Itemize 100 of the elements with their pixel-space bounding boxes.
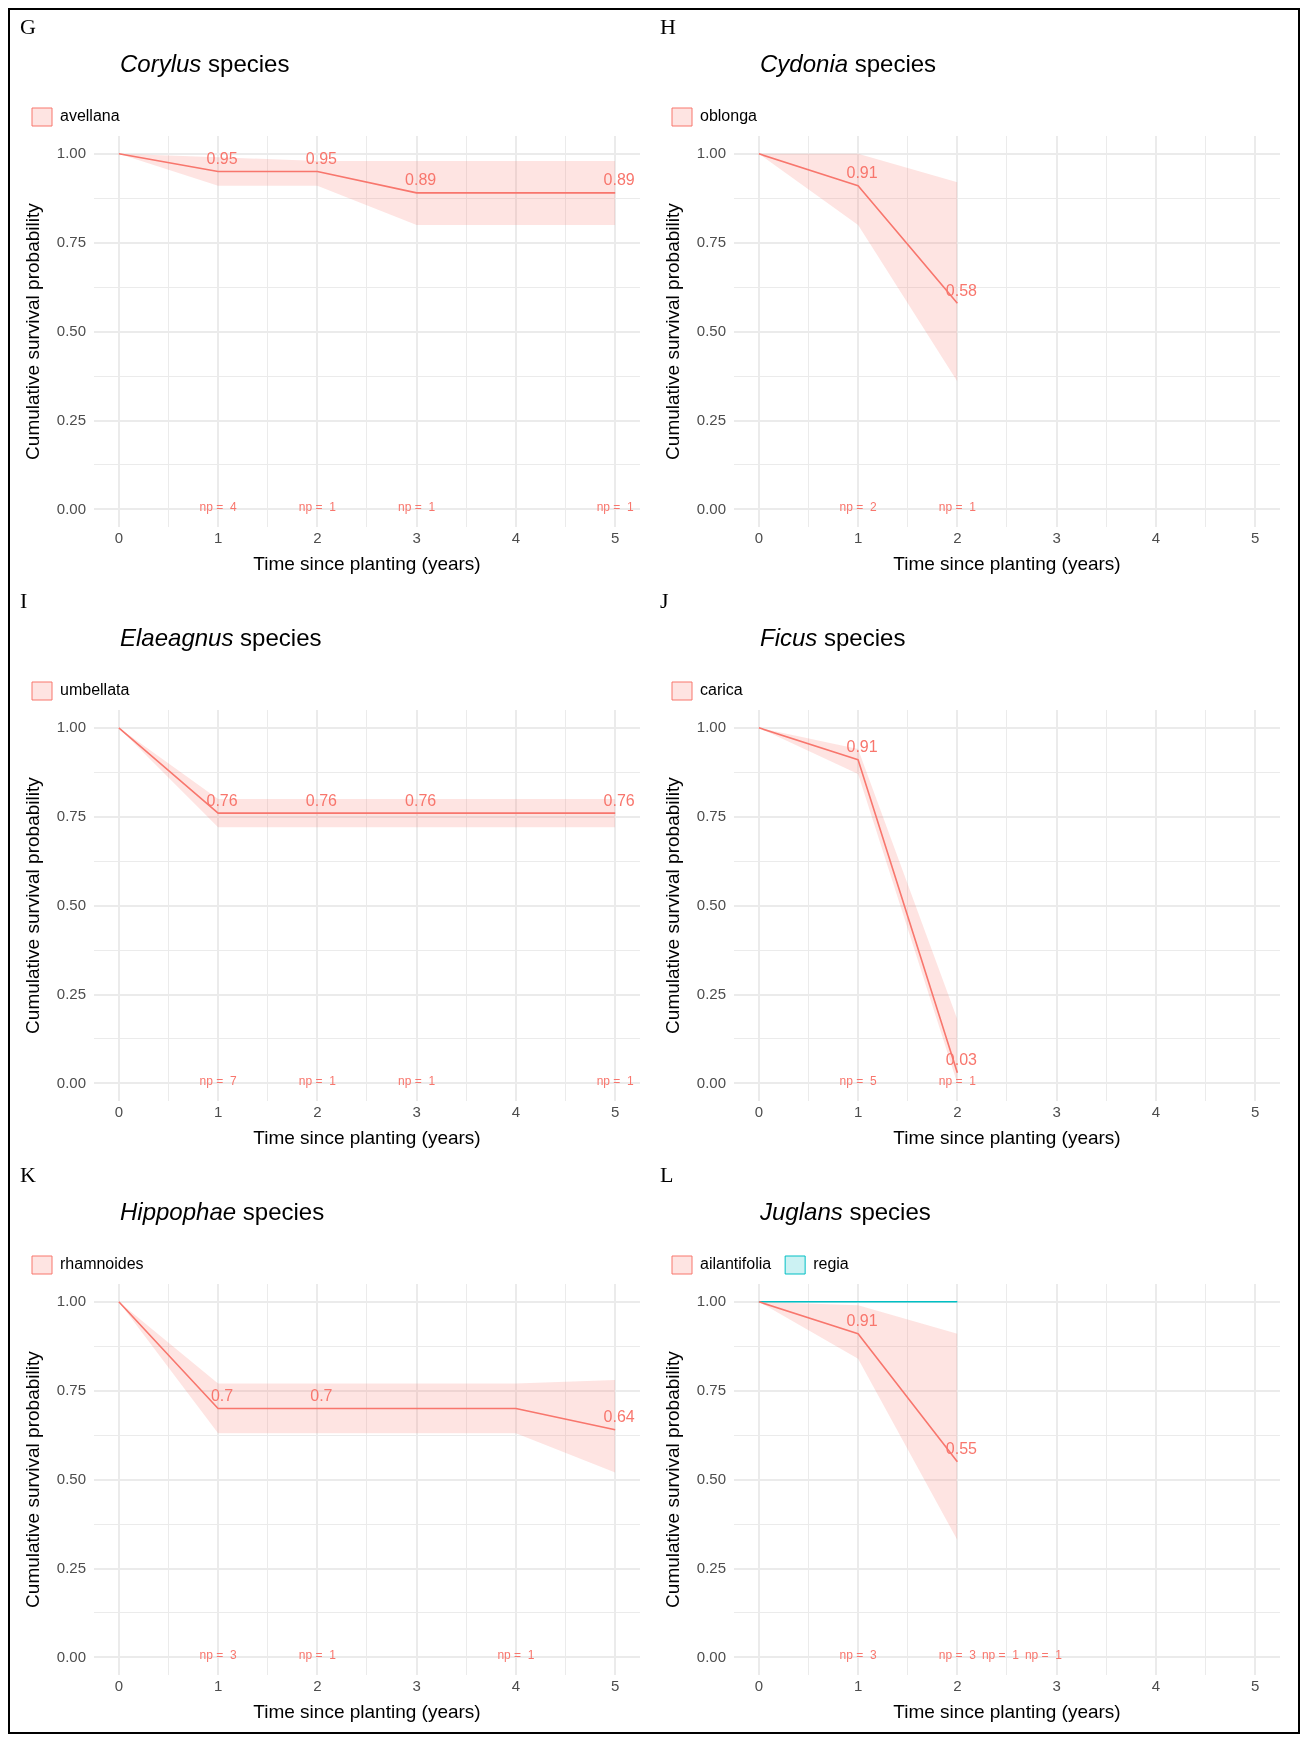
x-tick-label: 0 xyxy=(114,529,123,547)
y-tick-label: 0.50 xyxy=(56,1469,86,1487)
y-tick-label: 0.25 xyxy=(696,1558,726,1576)
annotation: np = 1 xyxy=(981,1647,1020,1662)
y-tick-label: 1.00 xyxy=(56,143,86,161)
data-label: 0.58 xyxy=(945,281,978,299)
x-tick-label: 4 xyxy=(1151,1103,1161,1121)
x-axis-title: Time since planting (years) xyxy=(253,1700,481,1722)
data-label: 0.7 xyxy=(210,1386,234,1404)
annotation: np = 1 xyxy=(938,499,977,514)
y-tick-label: 0.25 xyxy=(56,1558,86,1576)
annotation: np = 7 xyxy=(199,1073,237,1088)
data-label: 0.91 xyxy=(846,738,878,756)
x-tick-label: 0 xyxy=(754,1103,763,1121)
y-tick-label: 1.00 xyxy=(56,1291,86,1309)
y-axis-title: Cumulative survival probability xyxy=(21,776,43,1034)
x-tick-label: 4 xyxy=(1151,529,1161,547)
annotation: np = 1 xyxy=(497,1647,535,1662)
data-label: 0.91 xyxy=(846,164,878,182)
x-tick-label: 3 xyxy=(412,529,421,547)
data-label: 0.89 xyxy=(405,171,437,189)
y-tick-label: 0.00 xyxy=(56,1073,86,1091)
x-tick-label: 4 xyxy=(511,1103,521,1121)
y-tick-label: 0.50 xyxy=(696,1469,726,1487)
legend-label: ailantifolia xyxy=(700,1255,772,1273)
text: H xyxy=(660,14,676,40)
y-tick-label: 1.00 xyxy=(696,1291,726,1309)
legend-label: carica xyxy=(700,681,743,699)
data-label: 0.76 xyxy=(305,791,338,809)
annotation: np = 1 xyxy=(938,1073,977,1088)
annotation: np = 1 xyxy=(596,499,635,514)
chart-title: Elaeagnus species xyxy=(120,624,322,652)
y-axis-title: Cumulative survival probability xyxy=(21,1350,43,1608)
x-tick-label: 3 xyxy=(412,1677,421,1695)
annotation: np = 1 xyxy=(398,499,436,514)
legend-label: umbellata xyxy=(60,681,130,699)
x-tick-label: 0 xyxy=(754,529,763,547)
data-label: 0.89 xyxy=(603,171,635,189)
x-tick-label: 3 xyxy=(1052,1677,1061,1695)
x-tick-label: 2 xyxy=(953,1677,962,1695)
x-tick-label: 3 xyxy=(412,1103,421,1121)
y-tick-label: 0.00 xyxy=(696,499,726,517)
data-label: 0.95 xyxy=(305,149,338,167)
x-axis-title: Time since planting (years) xyxy=(253,1126,481,1148)
text: L xyxy=(660,1162,674,1188)
y-tick-label: 0.50 xyxy=(56,895,86,913)
x-tick-label: 1 xyxy=(213,1103,223,1121)
chart-title: Hippophae species xyxy=(120,1198,325,1226)
y-tick-label: 0.50 xyxy=(696,895,726,913)
x-axis-title: Time since planting (years) xyxy=(893,552,1121,574)
legend-label: rhamnoides xyxy=(60,1255,144,1273)
data-label: 0.76 xyxy=(405,791,437,809)
chart-title: Corylus species xyxy=(120,50,290,78)
x-tick-label: 5 xyxy=(611,529,620,547)
x-tick-label: 2 xyxy=(313,1103,322,1121)
annotation: np = 3 xyxy=(938,1647,977,1662)
x-tick-label: 0 xyxy=(114,1677,123,1695)
x-axis-title: Time since planting (years) xyxy=(893,1126,1121,1148)
annotation: np = 1 xyxy=(596,1073,635,1088)
x-tick-label: 2 xyxy=(953,529,962,547)
y-tick-label: 0.25 xyxy=(56,410,86,428)
x-tick-label: 5 xyxy=(1251,1677,1260,1695)
y-tick-label: 1.00 xyxy=(696,717,726,735)
annotation: np = 2 xyxy=(839,499,877,514)
y-axis-title: Cumulative survival probability xyxy=(661,202,683,460)
y-axis-title: Cumulative survival probability xyxy=(661,1350,683,1608)
y-tick-label: 0.00 xyxy=(696,1647,726,1665)
annotation: np = 1 xyxy=(1024,1647,1063,1662)
y-tick-label: 0.75 xyxy=(696,232,726,250)
legend-label: regia xyxy=(813,1255,849,1273)
text: J xyxy=(660,588,669,614)
data-label: 0.91 xyxy=(846,1312,878,1330)
text: I xyxy=(20,588,28,614)
x-tick-label: 3 xyxy=(1052,1103,1061,1121)
x-tick-label: 5 xyxy=(1251,529,1260,547)
y-tick-label: 0.25 xyxy=(696,410,726,428)
legend-label: oblonga xyxy=(700,107,758,125)
annotation: np = 3 xyxy=(199,1647,237,1662)
annotation: np = 1 xyxy=(398,1073,436,1088)
y-tick-label: 0.75 xyxy=(696,1380,726,1398)
y-tick-label: 1.00 xyxy=(56,717,86,735)
y-tick-label: 0.00 xyxy=(696,1073,726,1091)
x-tick-label: 5 xyxy=(1251,1103,1260,1121)
data-label: 0.76 xyxy=(206,791,238,809)
x-tick-label: 2 xyxy=(313,1677,322,1695)
y-axis-title: Cumulative survival probability xyxy=(21,202,43,460)
x-tick-label: 2 xyxy=(953,1103,962,1121)
x-tick-label: 3 xyxy=(1052,529,1061,547)
y-axis-title: Cumulative survival probability xyxy=(661,776,683,1034)
data-label: 0.95 xyxy=(206,149,238,167)
x-tick-label: 4 xyxy=(511,1677,521,1695)
y-tick-label: 0.75 xyxy=(56,806,86,824)
chart-title: Cydonia species xyxy=(760,50,937,78)
x-tick-label: 4 xyxy=(511,529,521,547)
data-label: 0.55 xyxy=(945,1440,978,1458)
annotation: np = 1 xyxy=(298,1073,337,1088)
text: G xyxy=(20,14,36,40)
annotation: np = 1 xyxy=(298,1647,337,1662)
y-tick-label: 0.25 xyxy=(696,984,726,1002)
annotation: np = 4 xyxy=(199,499,237,514)
